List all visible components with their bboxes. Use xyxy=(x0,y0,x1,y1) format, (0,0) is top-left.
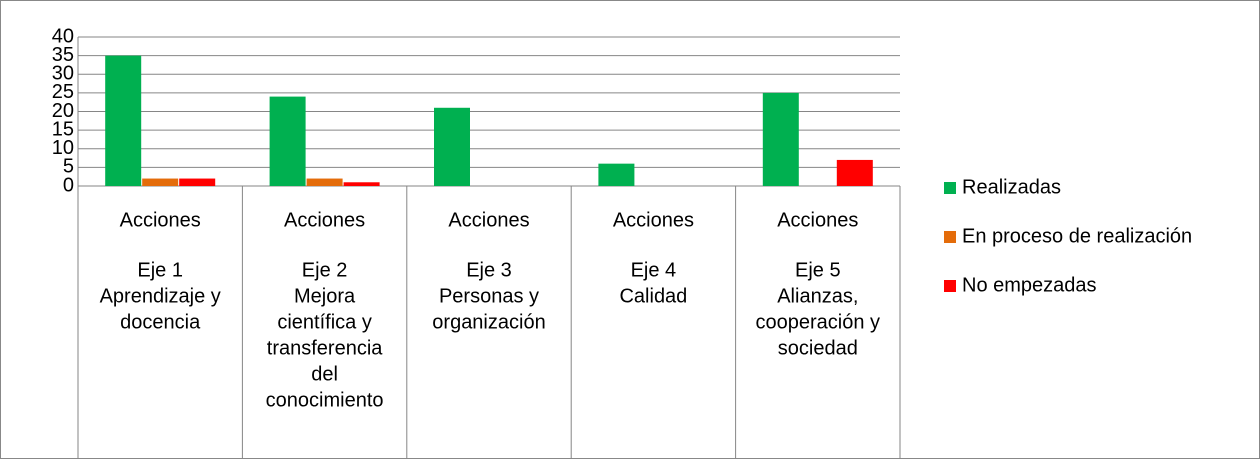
bar xyxy=(105,55,142,186)
bar xyxy=(306,178,343,186)
bar xyxy=(836,159,873,186)
legend-label: En proceso de realización xyxy=(962,225,1192,247)
x-tick-label: Personas y xyxy=(439,285,539,307)
x-tick-label: Acciones xyxy=(448,209,529,231)
legend-swatch xyxy=(944,280,956,292)
bar xyxy=(269,96,306,186)
legend-label: Realizadas xyxy=(962,176,1061,198)
bar xyxy=(179,178,216,186)
y-tick-label: 25 xyxy=(52,81,74,103)
x-tick-label: Eje 5 xyxy=(795,259,841,281)
bar xyxy=(762,92,799,186)
x-tick-label: cooperación y xyxy=(756,311,881,333)
x-tick-label: del xyxy=(311,363,338,385)
x-tick-label: Aprendizaje y xyxy=(100,285,221,307)
x-tick-label: docencia xyxy=(120,311,201,333)
y-tick-label: 40 xyxy=(52,25,74,47)
y-tick-label: 15 xyxy=(52,118,74,140)
x-tick-label: Calidad xyxy=(619,285,687,307)
x-tick-label: científica y xyxy=(277,311,371,333)
bar xyxy=(598,163,635,186)
x-tick-label: organización xyxy=(432,311,545,333)
x-tick-label: transferencia xyxy=(267,337,383,359)
x-tick-label: Acciones xyxy=(777,209,858,231)
bar xyxy=(142,178,179,186)
y-tick-label: 35 xyxy=(52,44,74,66)
bar xyxy=(434,107,470,186)
x-tick-label: Acciones xyxy=(613,209,694,231)
x-tick-label: Alianzas, xyxy=(777,285,858,307)
legend-label: No empezadas xyxy=(962,274,1097,296)
y-tick-label: 20 xyxy=(52,100,74,122)
x-tick-label: Acciones xyxy=(284,209,365,231)
y-tick-label: 30 xyxy=(52,63,74,85)
x-tick-label: Eje 3 xyxy=(466,259,512,281)
y-tick-label: 5 xyxy=(63,156,74,178)
x-tick-label: sociedad xyxy=(778,337,858,359)
legend-swatch xyxy=(944,182,956,194)
y-tick-label: 0 xyxy=(63,174,74,196)
x-tick-label: Mejora xyxy=(294,285,356,307)
x-tick-label: Eje 2 xyxy=(302,259,348,281)
bar xyxy=(343,182,380,186)
x-tick-label: conocimiento xyxy=(266,389,384,411)
x-tick-label: Acciones xyxy=(120,209,201,231)
y-tick-label: 10 xyxy=(52,137,74,159)
legend-swatch xyxy=(944,231,956,243)
x-tick-label: Eje 4 xyxy=(631,259,677,281)
x-tick-label: Eje 1 xyxy=(137,259,183,281)
